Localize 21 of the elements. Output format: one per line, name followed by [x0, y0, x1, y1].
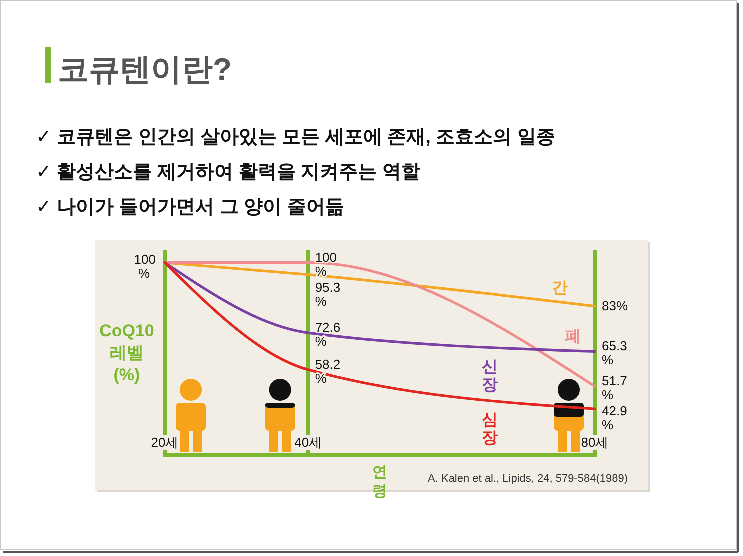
data-label: 58.2 % — [315, 356, 341, 386]
data-label: 83% — [602, 298, 628, 314]
series-label: 심장 — [482, 412, 498, 447]
series-label: 폐 — [565, 328, 581, 346]
series-label: 간 — [552, 280, 568, 298]
data-label: 42.9 % — [602, 404, 628, 433]
data-label: 65.3 % — [602, 338, 628, 368]
chart-subtitle: ✓ 코큐텐은 인간의 살아있는 모든 세포에 존재, 조효소의 일종 ✓ 활성산소를 제거하여 활력을 지켜주는 역할 ✓ 나이가 들어가면서 그 양이 줄어듦 — [36, 127, 556, 218]
series-label: 신장 — [482, 358, 498, 394]
data-label: 72.6 % — [315, 320, 341, 350]
x-tick-label: 40세 — [294, 435, 322, 450]
chart-title: 코큐텐이란? — [58, 52, 232, 87]
x-tick-label: 20세 — [151, 435, 179, 450]
x-tick-label: 80세 — [581, 435, 609, 450]
data-label: 95.3 % — [315, 280, 341, 309]
x-axis-title: 연령 — [372, 464, 388, 500]
annotation: 100 % — [134, 252, 156, 281]
data-label: 100 % — [315, 250, 338, 279]
text: A. Kalen et al., Lipids, 24, 579-584(1989) — [428, 473, 628, 485]
y-axis-title: CoQ10 레벨 (%) — [100, 322, 154, 384]
data-label: 51.7 % — [602, 374, 628, 403]
